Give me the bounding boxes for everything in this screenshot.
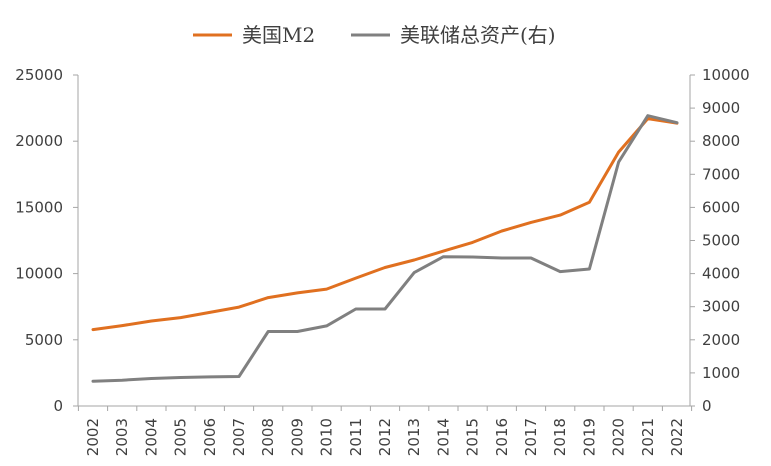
- data-point: [179, 316, 182, 319]
- series-line-1: [91, 117, 679, 332]
- data-point: [529, 256, 533, 260]
- x-tick-label: 2008: [259, 418, 277, 456]
- data-point: [267, 330, 270, 333]
- data-point: [354, 276, 357, 280]
- x-tick-label: 2005: [172, 418, 190, 456]
- right-y-tick-label: 4000: [702, 265, 740, 283]
- x-tick-label: 2021: [639, 418, 657, 456]
- data-point: [121, 324, 124, 327]
- data-point: [150, 377, 153, 380]
- x-tick-label: 2007: [230, 418, 248, 456]
- x-tick-label: 2016: [493, 418, 511, 456]
- x-tick-label: 2018: [551, 418, 569, 456]
- x-tick-label: 2003: [113, 418, 131, 456]
- x-tick-label: 2010: [318, 418, 336, 456]
- x-tick-label: 2012: [376, 418, 394, 456]
- data-point: [617, 150, 620, 154]
- left-y-tick-label: 15000: [15, 198, 63, 216]
- x-tick-label: 2009: [288, 418, 306, 456]
- right-y-tick-label: 1000: [702, 364, 740, 382]
- x-tick-label: 2013: [405, 418, 423, 456]
- left-y-tick-label: 20000: [15, 132, 63, 150]
- right-y-tick-label: 10000: [702, 66, 750, 84]
- data-point: [91, 328, 95, 331]
- data-point: [354, 307, 357, 311]
- data-point: [471, 241, 474, 244]
- data-point: [179, 376, 182, 379]
- x-tick-label: 2017: [522, 418, 540, 456]
- series-line-2: [91, 114, 679, 383]
- legend: 美国M2 美联储总资产(右): [193, 23, 556, 47]
- data-point: [442, 255, 445, 258]
- x-tick-label: 2004: [142, 418, 160, 456]
- left-y-tick-label: 10000: [15, 265, 63, 283]
- legend-label-1: 美国M2: [242, 23, 315, 47]
- left-y-tick-label: 25000: [15, 66, 63, 84]
- axes: 0 5000 10000 15000 20000 25000 0 1000 2000 3000 40…: [15, 66, 749, 456]
- left-y-tick-label: 5000: [25, 331, 63, 349]
- right-y-tick-label: 8000: [702, 132, 740, 150]
- x-tick-label: 2015: [464, 418, 482, 456]
- data-point: [500, 256, 503, 260]
- right-y-tick-label: 2000: [702, 331, 740, 349]
- x-tick-label: 2014: [434, 418, 452, 456]
- data-point: [413, 258, 416, 262]
- data-point: [559, 270, 562, 273]
- data-point: [237, 305, 241, 309]
- data-point: [296, 330, 299, 333]
- data-point: [471, 255, 474, 259]
- data-point: [237, 375, 241, 378]
- right-y-tick-label: 3000: [702, 298, 740, 316]
- right-y-tick-label: 9000: [702, 99, 740, 117]
- data-point: [617, 160, 620, 164]
- x-tick-label: 2019: [580, 418, 598, 456]
- data-point: [325, 324, 328, 328]
- x-tick-label: 2002: [84, 418, 102, 456]
- data-point: [91, 379, 95, 383]
- data-point: [588, 267, 591, 271]
- right-y-tick-label: 6000: [702, 198, 740, 216]
- data-point: [296, 291, 299, 295]
- right-y-tick-label: 7000: [702, 165, 740, 183]
- data-point: [588, 201, 591, 204]
- x-tick-label: 2011: [347, 418, 365, 456]
- left-y-tick-label: 0: [53, 397, 63, 415]
- series-layer: [91, 114, 679, 383]
- right-y-tick-label: 0: [702, 397, 712, 415]
- data-point: [383, 266, 387, 269]
- legend-label-2: 美联储总资产(右): [400, 23, 556, 47]
- data-point: [150, 319, 153, 323]
- data-point: [325, 287, 328, 291]
- data-point: [529, 221, 533, 224]
- x-tick-label: 2006: [201, 418, 219, 456]
- x-tick-label: 2020: [610, 418, 628, 456]
- data-point: [559, 213, 562, 217]
- data-point: [646, 114, 649, 117]
- data-point: [121, 378, 124, 382]
- data-point: [383, 307, 387, 311]
- x-tick-label: 2022: [668, 418, 686, 456]
- data-point: [500, 229, 503, 233]
- data-point: [675, 121, 679, 124]
- right-y-tick-label: 5000: [702, 232, 740, 250]
- data-point: [413, 271, 416, 274]
- data-point: [208, 375, 211, 379]
- data-point: [208, 311, 211, 314]
- data-point: [442, 249, 445, 253]
- data-point: [267, 296, 270, 299]
